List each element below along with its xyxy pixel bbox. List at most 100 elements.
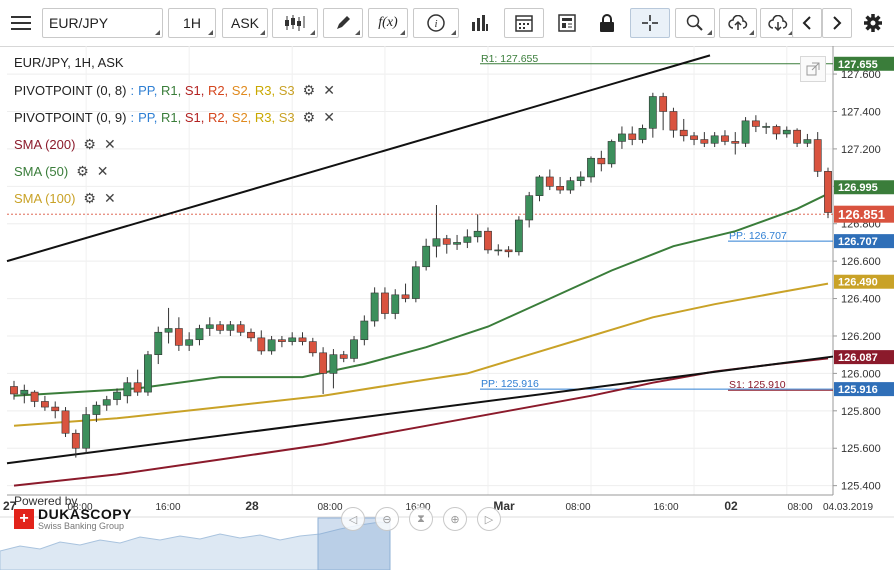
candle-body — [556, 186, 565, 191]
pivot-component-pp: PP, — [138, 83, 161, 98]
candle — [700, 132, 709, 148]
candle-body — [648, 96, 657, 129]
detach-chart-button[interactable] — [800, 56, 826, 82]
draw-button[interactable] — [323, 8, 363, 38]
candle-body — [793, 129, 801, 144]
scroll-left-button[interactable] — [792, 8, 822, 38]
candle-body — [762, 126, 771, 128]
candle — [741, 117, 750, 148]
nav-zoom-in-button[interactable]: ⊕ — [443, 507, 467, 531]
gear-icon[interactable]: ⚙ — [302, 82, 316, 98]
candle-body — [350, 339, 358, 359]
candle — [566, 176, 575, 194]
candle — [710, 132, 719, 148]
candle — [30, 390, 39, 408]
nav-forward-button[interactable]: ▷ — [477, 507, 501, 531]
y-tick-label: 126.200 — [841, 331, 881, 343]
price-tag-label: 126.995 — [838, 182, 878, 194]
toolbar: EUR/JPY 1H ASK f(x) i — [0, 0, 894, 47]
close-icon[interactable]: ✕ — [323, 109, 335, 125]
candle-body — [690, 135, 698, 140]
indicator-pivot-2[interactable]: PIVOTPOINT (0, 9) : PP, R1, S1, R2, S2, … — [14, 109, 335, 126]
x-tick-label: 16:00 — [653, 502, 678, 513]
nav-back-button[interactable]: ◁ — [341, 507, 365, 531]
chart-type-button[interactable] — [272, 8, 318, 38]
candle-body — [144, 354, 152, 393]
candle — [504, 246, 513, 258]
candle — [329, 349, 338, 389]
lock-button[interactable] — [592, 8, 622, 38]
indicators-button[interactable]: f(x) — [368, 8, 408, 38]
candle-body — [10, 386, 18, 395]
volume-bars-icon — [472, 15, 488, 31]
close-icon[interactable]: ✕ — [323, 82, 335, 98]
candle — [772, 124, 781, 140]
price-tag — [834, 382, 894, 397]
close-icon[interactable]: ✕ — [96, 163, 109, 179]
brand-subtitle: Swiss Banking Group — [38, 521, 125, 531]
x-tick-label: Mar — [493, 499, 515, 513]
gear-icon[interactable]: ⚙ — [83, 190, 96, 206]
powered-by-text: Powered by — [14, 494, 78, 508]
trendline-upper — [6, 54, 711, 263]
candle — [556, 176, 565, 194]
info-button[interactable]: i — [413, 8, 459, 38]
indicator-sma200[interactable]: SMA (200) ⚙ ✕ — [14, 136, 116, 153]
candle-body — [453, 242, 461, 245]
price-tag — [834, 234, 894, 249]
nav-zoom-out-button[interactable]: ⊖ — [375, 507, 399, 531]
instrument-dropdown[interactable]: EUR/JPY — [42, 8, 163, 38]
candle — [298, 332, 307, 346]
x-tick-label: 02 — [724, 499, 738, 513]
news-button[interactable] — [552, 8, 582, 38]
crosshair-button[interactable] — [630, 8, 670, 38]
candle — [133, 369, 142, 396]
candle — [10, 380, 18, 400]
close-icon[interactable]: ✕ — [103, 190, 116, 206]
nav-reset-button[interactable]: ⧗ — [409, 507, 433, 531]
calendar-button[interactable] — [504, 8, 544, 38]
gear-icon[interactable]: ⚙ — [76, 163, 89, 179]
gear-icon[interactable]: ⚙ — [83, 136, 96, 152]
y-tick-label: 125.400 — [841, 481, 881, 493]
download-button[interactable] — [760, 8, 796, 38]
upload-button[interactable] — [719, 8, 757, 38]
indicator-pivot-1[interactable]: PIVOTPOINT (0, 8) : PP, R1, S1, R2, S2, … — [14, 82, 335, 99]
candle — [195, 324, 204, 346]
close-icon[interactable]: ✕ — [103, 136, 116, 152]
candle-body — [236, 324, 245, 333]
scroll-right-button[interactable] — [822, 8, 852, 38]
instrument-label: EUR/JPY — [49, 15, 109, 31]
price-tag-label: 126.851 — [838, 207, 885, 222]
candle-body — [82, 414, 91, 449]
candle-body — [308, 341, 317, 354]
chart-area[interactable]: R1: 127.655 PP: 126.707 PP: 125.916 S1: 125… — [0, 46, 894, 570]
swiss-cross-icon: + — [14, 509, 34, 529]
pivot-component-pp: PP, — [138, 110, 161, 125]
candle-body — [669, 111, 678, 131]
chart-title-text: EUR/JPY, 1H, ASK — [14, 55, 124, 70]
settings-button[interactable] — [858, 8, 888, 38]
menu-button[interactable] — [6, 8, 36, 38]
candle — [92, 401, 101, 423]
calendar-icon — [515, 15, 533, 32]
chevron-left-icon — [802, 16, 811, 30]
indicator-pivot-2-colon: : — [130, 110, 135, 125]
candle — [762, 122, 771, 134]
zoom-button[interactable] — [675, 8, 715, 38]
candle-body — [638, 128, 647, 140]
side-dropdown[interactable]: ASK — [222, 8, 268, 38]
price-tag — [834, 205, 894, 223]
news-icon — [558, 14, 576, 32]
indicator-sma100[interactable]: SMA (100) ⚙ ✕ — [14, 190, 116, 207]
candle-body — [721, 135, 729, 142]
gear-icon[interactable]: ⚙ — [302, 109, 316, 125]
price-chart[interactable]: R1: 127.655 PP: 126.707 PP: 125.916 S1: 125… — [0, 46, 894, 570]
y-tick-label: 125.600 — [841, 443, 881, 455]
candle — [113, 388, 121, 406]
period-dropdown[interactable]: 1H — [168, 8, 216, 38]
zoom-out-icon: ⊖ — [382, 513, 392, 526]
candle-body — [30, 391, 39, 402]
volume-button[interactable] — [465, 8, 495, 38]
indicator-sma50[interactable]: SMA (50) ⚙ ✕ — [14, 163, 108, 180]
